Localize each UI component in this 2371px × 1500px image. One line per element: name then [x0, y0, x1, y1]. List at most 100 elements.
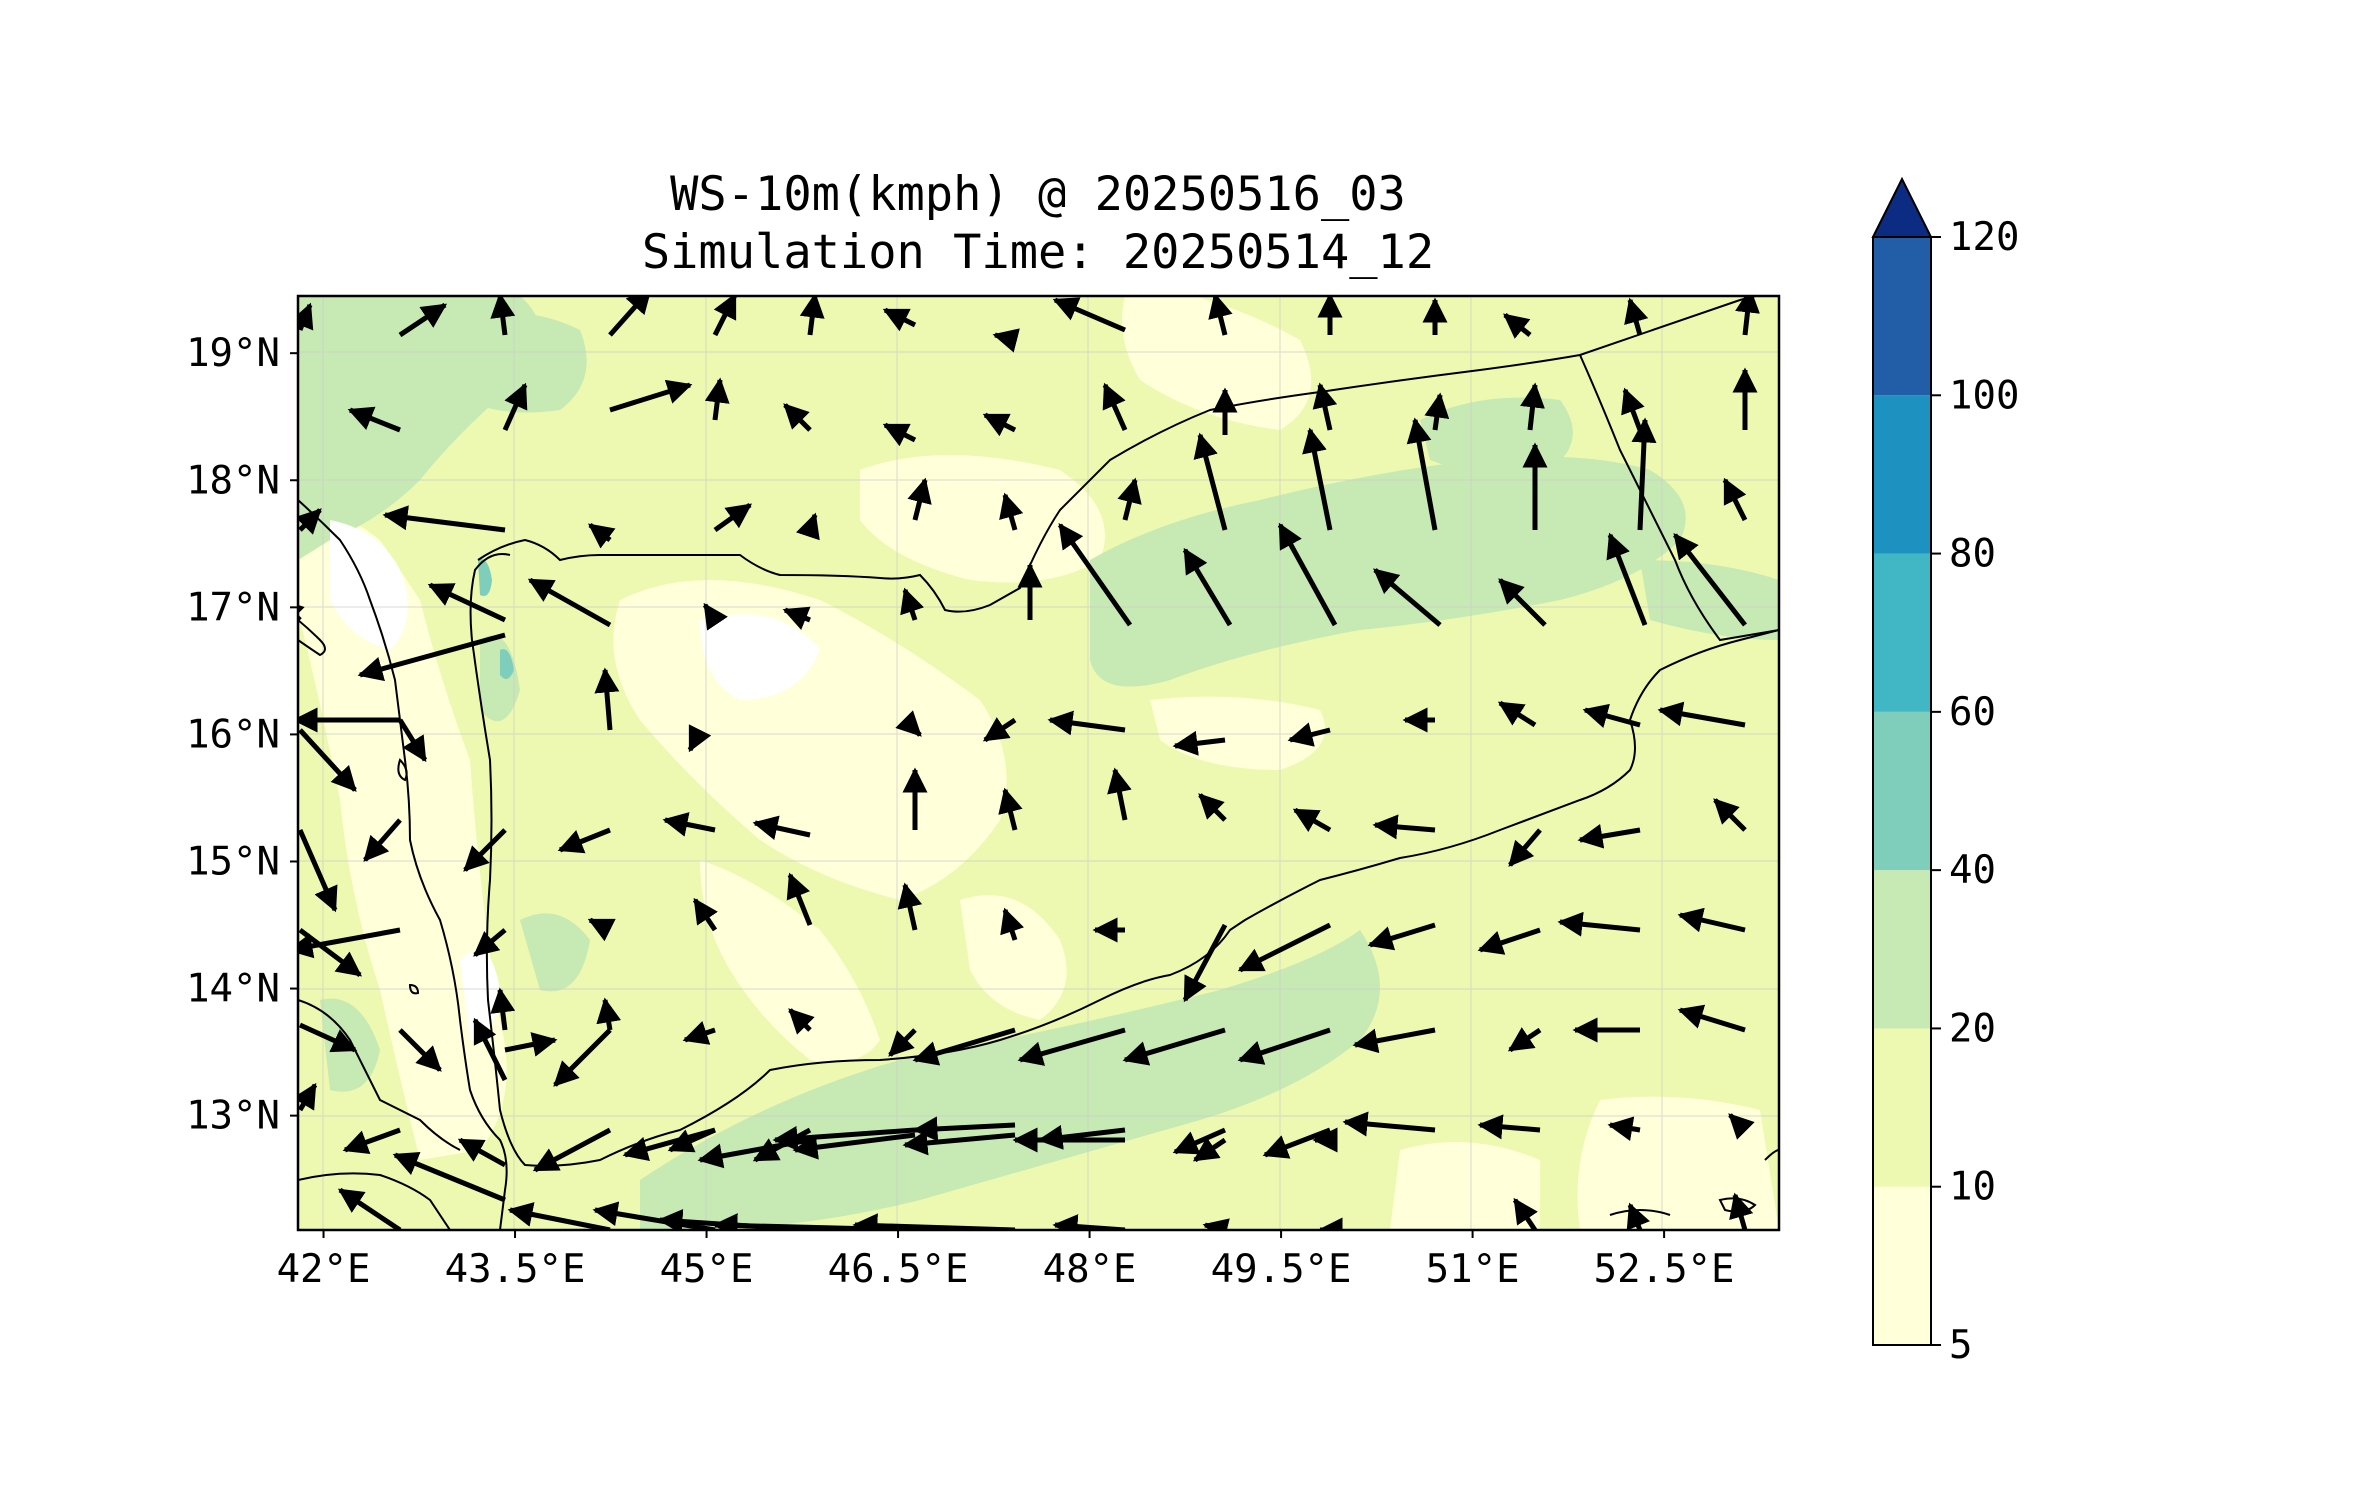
x-tick-label: 45°E	[660, 1247, 754, 1292]
wind-arrow	[713, 502, 753, 533]
wind-arrow	[1677, 1004, 1746, 1033]
wind-arrow	[704, 377, 730, 421]
wind-arrow	[1017, 1027, 1126, 1066]
colorbar-tick-label: 120	[1949, 215, 2019, 260]
wind-arrow	[1624, 297, 1649, 336]
x-tick-label: 46.5°E	[828, 1247, 969, 1292]
wind-arrow	[1198, 793, 1227, 822]
wind-arrow	[912, 1027, 1016, 1066]
wind-arrow	[999, 492, 1024, 531]
wind-arrow	[1277, 522, 1338, 627]
wind-arrow	[1728, 1113, 1755, 1140]
wind-arrow	[1657, 701, 1746, 728]
wind-arrow	[907, 477, 932, 521]
wind-arrow	[397, 718, 428, 763]
wind-arrow	[1406, 417, 1438, 531]
colorbar-extend-max	[1871, 176, 1933, 238]
wind-arrow	[502, 382, 528, 432]
wind-arrow	[592, 1201, 716, 1230]
wind-arrow	[1208, 296, 1233, 336]
wind-arrow	[1582, 703, 1641, 728]
x-tick-label: 52.5°E	[1594, 1247, 1735, 1292]
wind-arrow	[1713, 798, 1747, 832]
wind-arrow	[1102, 382, 1128, 432]
y-tick-label: 15°N	[186, 839, 280, 884]
wind-arrow	[1292, 807, 1332, 833]
wind-arrow	[490, 296, 516, 336]
x-tick-label: 49.5°E	[1211, 1247, 1352, 1292]
wind-arrow	[1312, 382, 1338, 431]
wind-arrow	[1122, 1027, 1226, 1066]
wind-arrow	[457, 1137, 507, 1168]
wind-arrow	[527, 577, 612, 628]
colorbar-segment	[1873, 1028, 1931, 1187]
wind-arrow	[897, 882, 923, 931]
wind-arrow	[1182, 923, 1228, 1003]
x-tick-label: 48°E	[1043, 1247, 1137, 1292]
wind-arrow	[608, 296, 652, 337]
wind-arrow	[427, 582, 507, 623]
x-tick-label: 42°E	[277, 1247, 371, 1292]
colorbar-tick-label: 60	[1949, 690, 1996, 735]
wind-arrow	[900, 587, 924, 621]
wind-arrow	[1607, 1116, 1641, 1142]
wind-arrow	[692, 897, 718, 932]
y-tick-label: 17°N	[186, 585, 280, 630]
wind-arrow	[1503, 313, 1532, 339]
gridlines	[298, 296, 1779, 1230]
wind-vectors	[298, 296, 1760, 1230]
wind-arrow	[1722, 477, 1748, 522]
colorbar-tick-label: 10	[1949, 1165, 1996, 1210]
wind-arrow	[1367, 922, 1436, 951]
wind-arrow	[553, 1028, 612, 1087]
wind-arrow	[363, 818, 402, 862]
wind-arrow	[1735, 296, 1760, 336]
contour-40-60	[478, 559, 514, 679]
colorbar-tick-label: 20	[1949, 1006, 1996, 1051]
colorbar-segment	[1873, 870, 1931, 1029]
wind-arrow	[792, 1132, 916, 1160]
wind-arrow	[1117, 477, 1142, 521]
contour-calm	[330, 520, 820, 1040]
wind-arrow	[1192, 1137, 1227, 1163]
wind-arrow	[1498, 578, 1547, 627]
wind-arrow	[1287, 722, 1331, 747]
wind-arrow	[557, 827, 611, 854]
wind-arrow	[662, 812, 716, 837]
wind-arrow	[1107, 767, 1132, 821]
wind-arrow	[298, 728, 357, 792]
wind-arrow	[587, 917, 616, 942]
y-tick-label: 14°N	[186, 967, 280, 1012]
wind-arrow	[1477, 927, 1541, 955]
wind-arrow	[1520, 382, 1545, 431]
wind-arrow	[490, 987, 516, 1031]
wind-arrow	[1047, 710, 1126, 736]
wind-arrow	[1673, 533, 1747, 627]
wind-arrow	[504, 1032, 558, 1057]
wind-arrow	[667, 1127, 717, 1153]
x-axis-ticks: 42°E 43.5°E 45°E 46.5°E 48°E 49.5°E 51°E 52.5°E	[277, 1230, 1735, 1292]
wind-arrow	[609, 379, 693, 413]
wind-arrow	[1000, 907, 1024, 941]
colorbar-segment	[1873, 1186, 1931, 1345]
wind-arrow	[1557, 911, 1641, 937]
wind-arrow	[752, 815, 811, 841]
wind-arrow	[888, 1028, 917, 1057]
wind-arrow	[1237, 1027, 1331, 1065]
wind-arrow	[298, 828, 338, 913]
wind-arrow	[882, 307, 917, 332]
wind-arrow	[1512, 1197, 1538, 1230]
wind-arrow	[1052, 297, 1126, 333]
wind-arrow	[1172, 730, 1226, 756]
wind-arrow	[1424, 392, 1450, 431]
wind-arrow	[463, 828, 507, 872]
y-tick-label: 16°N	[186, 712, 280, 757]
wind-arrow	[1508, 828, 1542, 867]
wind-arrow	[298, 1022, 358, 1053]
wind-arrow	[982, 412, 1017, 437]
y-tick-label: 18°N	[186, 458, 280, 503]
wind-arrow	[398, 1028, 442, 1072]
wind-arrow	[782, 606, 811, 630]
wind-arrow	[796, 512, 820, 541]
y-axis-ticks: 13°N 14°N 15°N 16°N 17°N 18°N 19°N	[186, 331, 298, 1139]
